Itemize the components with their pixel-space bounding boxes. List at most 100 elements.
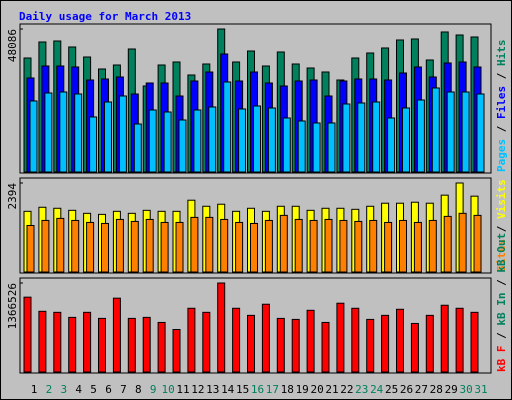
bar <box>148 109 157 173</box>
legend: Pages / Files / Hits <box>495 40 508 173</box>
x-tick-label: 28 <box>430 383 443 396</box>
bar <box>372 101 381 173</box>
bar <box>172 329 181 373</box>
bar <box>163 111 172 173</box>
x-tick-label: 8 <box>135 383 142 396</box>
bar <box>205 216 214 273</box>
bar <box>443 215 452 273</box>
bar <box>321 321 330 373</box>
x-tick-label: 26 <box>400 383 413 396</box>
bar <box>235 221 244 273</box>
bar <box>428 219 437 273</box>
bar <box>455 307 464 373</box>
legend-entry: kB F <box>495 346 508 373</box>
bar <box>312 122 321 173</box>
y-tick-label: 2394 <box>6 183 19 210</box>
legend-entry: Hits <box>495 40 508 67</box>
panel <box>19 23 492 174</box>
x-tick-label: 16 <box>251 383 264 396</box>
x-tick-label: 14 <box>221 383 235 396</box>
bar <box>38 310 47 373</box>
bar <box>220 218 229 273</box>
legend: kB F / kB In / kB Out <box>495 233 508 372</box>
x-tick-label: 21 <box>325 383 338 396</box>
bar <box>130 220 139 273</box>
x-tick-label: 25 <box>385 383 398 396</box>
x-tick-label: 30 <box>459 383 472 396</box>
x-tick-label: 1 <box>31 383 38 396</box>
bar <box>145 218 154 273</box>
legend-entry: Pages <box>495 139 508 172</box>
bar <box>232 307 241 373</box>
bar <box>324 218 333 273</box>
bar <box>160 221 169 273</box>
bar <box>253 105 261 173</box>
bar <box>98 317 106 373</box>
x-tick-label: 18 <box>281 383 294 396</box>
bar <box>431 87 440 173</box>
x-tick-label: 6 <box>105 383 112 396</box>
x-tick-label: 17 <box>266 383 279 396</box>
bar <box>351 307 360 373</box>
bar <box>83 311 92 373</box>
bar <box>115 218 124 273</box>
bar <box>133 123 142 173</box>
bar <box>366 318 375 373</box>
bar <box>387 117 396 173</box>
bar <box>446 91 455 173</box>
bar <box>238 108 247 173</box>
bar <box>402 107 410 173</box>
bar <box>264 219 273 273</box>
x-tick-label: 4 <box>75 383 82 396</box>
bar <box>336 302 345 373</box>
bar <box>26 224 35 273</box>
x-tick-label: 22 <box>340 383 353 396</box>
bar <box>294 218 303 273</box>
bar <box>187 307 196 373</box>
legend-separator: / <box>495 219 508 239</box>
legend-separator: / <box>495 66 508 86</box>
bar <box>142 316 151 373</box>
bar <box>250 222 258 273</box>
bar <box>89 116 98 173</box>
bar <box>74 93 83 173</box>
bar <box>342 103 351 173</box>
bar <box>29 100 38 173</box>
bar <box>68 316 77 373</box>
bar <box>217 282 226 373</box>
bar <box>476 93 485 173</box>
bar <box>282 117 291 173</box>
y-tick-label: 1366526 <box>6 283 19 329</box>
legend-separator: / <box>495 273 508 293</box>
legend-entry: kB In <box>495 293 508 326</box>
bar <box>190 216 199 273</box>
bar <box>86 221 95 273</box>
x-tick-label: 24 <box>370 383 384 396</box>
bar <box>425 314 434 373</box>
legend: Sites / Visits <box>495 179 508 272</box>
bar <box>41 219 50 273</box>
x-tick-label: 5 <box>90 383 97 396</box>
bar <box>178 119 187 173</box>
bar <box>440 304 449 373</box>
bar <box>306 309 315 373</box>
bar <box>104 101 112 173</box>
legend-entry: kB Out <box>495 233 508 273</box>
bar <box>410 322 419 373</box>
bar <box>369 219 378 273</box>
bar <box>276 317 285 373</box>
bar <box>413 221 422 273</box>
bar <box>458 212 467 273</box>
bar <box>202 311 211 373</box>
bar <box>297 120 306 173</box>
bar <box>112 297 121 373</box>
bar <box>247 314 255 373</box>
bar <box>399 219 407 273</box>
x-tick-label: 11 <box>176 383 189 396</box>
x-tick-label: 3 <box>60 383 67 396</box>
bar <box>208 106 217 173</box>
bar <box>53 311 62 373</box>
bar <box>416 99 425 173</box>
bar <box>279 214 288 273</box>
bar <box>175 221 184 273</box>
